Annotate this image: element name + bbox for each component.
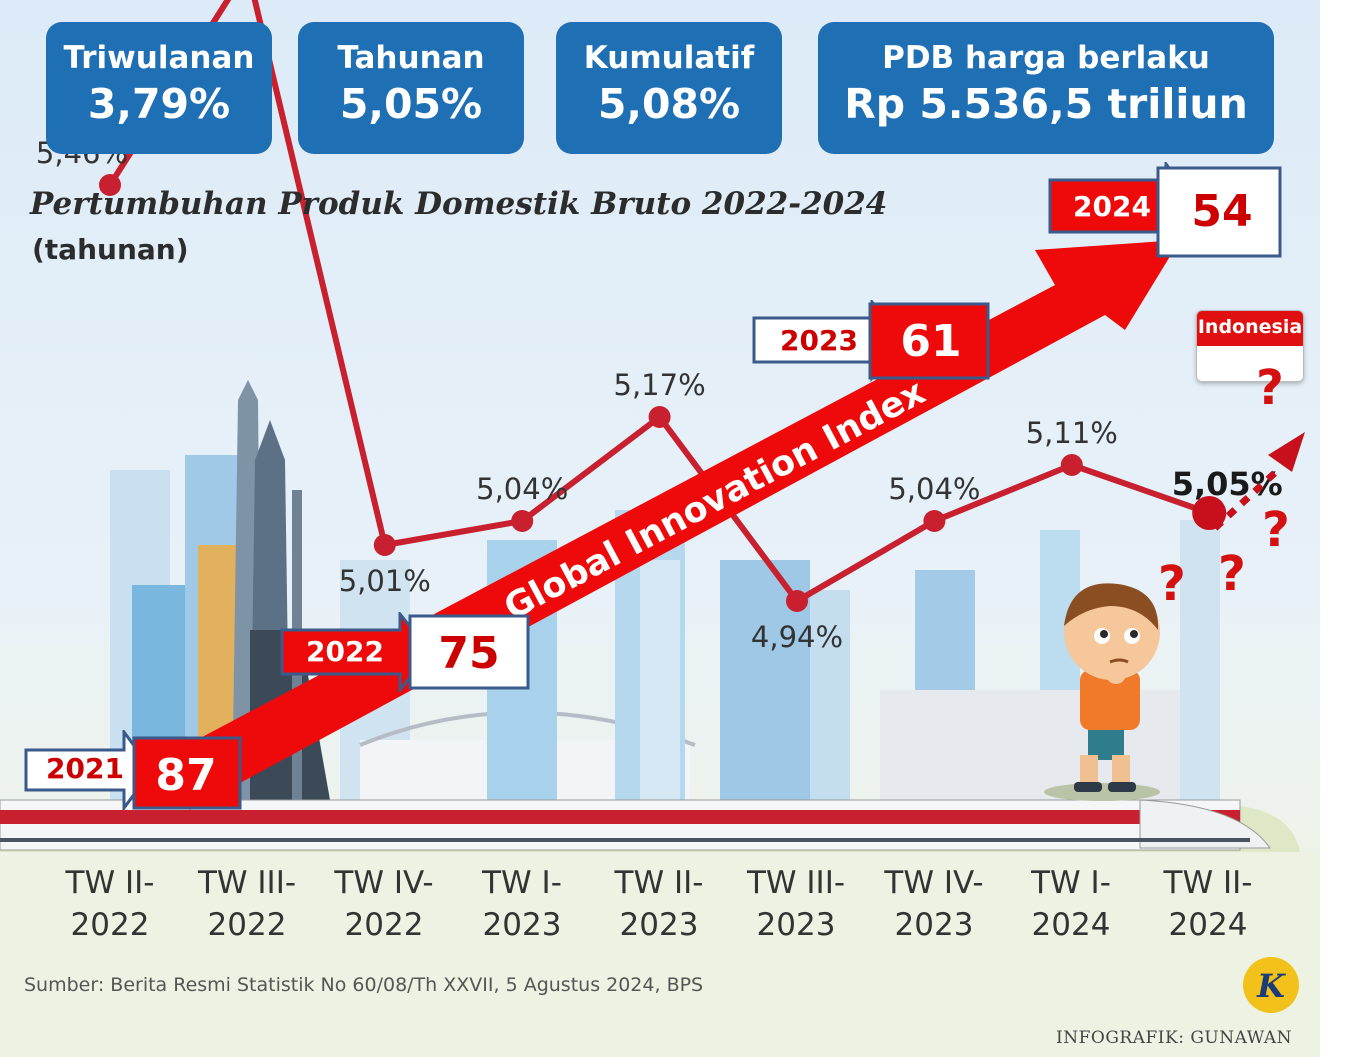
stat-box-cumulative: Kumulatif 5,08% xyxy=(556,22,782,154)
data-label: 5,05% xyxy=(1172,465,1283,503)
data-point xyxy=(1060,454,1083,476)
dotted-trend-arrow xyxy=(1212,432,1305,531)
data-label: 5,01% xyxy=(339,564,431,598)
question-mark-icon: ? xyxy=(1218,546,1246,602)
question-mark-icon: ? xyxy=(1256,360,1284,416)
data-point xyxy=(923,510,946,532)
x-tick-label: TW IV- 2023 xyxy=(884,865,984,943)
stat-value: 5,08% xyxy=(597,80,741,128)
question-mark-icon: ? xyxy=(1262,502,1290,558)
x-tick-label: TW III- 2022 xyxy=(197,865,297,943)
logo-letter: K xyxy=(1256,967,1286,1005)
infographic: 5,46%5,73%5,01%5,04%5,17%4,94%5,04%5,11%… xyxy=(0,0,1320,1057)
data-label: 5,11% xyxy=(1026,416,1118,450)
stat-box-quarterly: Triwulanan 3,79% xyxy=(46,22,272,154)
data-label: 4,94% xyxy=(751,620,843,654)
stat-value: 3,79% xyxy=(87,80,231,128)
credit-line: INFOGRAFIK: GUNAWAN xyxy=(1056,1028,1292,1048)
thinking-child-illustration xyxy=(1044,583,1160,801)
gii-year: 2024 xyxy=(1073,190,1151,223)
stat-label: PDB harga berlaku xyxy=(882,40,1210,76)
gii-rank: 87 xyxy=(155,750,217,801)
x-tick-label: TW II- 2023 xyxy=(614,865,704,943)
x-tick-label: TW I- 2023 xyxy=(482,865,562,943)
data-point xyxy=(648,406,671,428)
kompas-logo: K xyxy=(1242,956,1300,1014)
gii-rank: 61 xyxy=(900,316,962,367)
gii-year: 2021 xyxy=(46,752,124,785)
stat-value: Rp 5.536,5 triliun xyxy=(844,80,1248,128)
x-tick-label: TW II- 2022 xyxy=(65,865,155,943)
data-point xyxy=(373,534,396,556)
data-point xyxy=(511,510,534,532)
data-label: 5,04% xyxy=(476,472,568,506)
data-label: 5,17% xyxy=(614,368,706,402)
stat-box-annual: Tahunan 5,05% xyxy=(298,22,524,154)
x-tick-label: TW IV- 2022 xyxy=(334,865,434,943)
data-label: 5,04% xyxy=(888,472,980,506)
gii-rank: 54 xyxy=(1191,186,1253,237)
city-skyline-illustration xyxy=(0,380,1320,1057)
source-note: Sumber: Berita Resmi Statistik No 60/08/… xyxy=(24,974,704,996)
gdp-line-series: 5,46%5,73%5,01%5,04%5,17%4,94%5,04%5,11%… xyxy=(36,0,1283,654)
flag-label: Indonesia xyxy=(1197,311,1303,346)
x-tick-label: TW I- 2024 xyxy=(1031,865,1111,943)
gii-year: 2022 xyxy=(306,635,384,668)
chart-subtitle: (tahunan) xyxy=(32,233,189,266)
stat-label: Triwulanan xyxy=(63,40,255,76)
data-point xyxy=(786,590,808,612)
stat-label: Kumulatif xyxy=(583,40,755,76)
chart-title: Pertumbuhan Produk Domestik Bruto 2022-2… xyxy=(30,186,888,222)
indonesia-flag: Indonesia xyxy=(1196,310,1304,382)
gii-year: 2023 xyxy=(780,324,858,357)
x-tick-label: TW III- 2023 xyxy=(746,865,846,943)
x-tick-label: TW II- 2024 xyxy=(1163,865,1253,943)
question-mark-icon: ? xyxy=(1158,556,1186,612)
gii-rank: 75 xyxy=(438,628,500,679)
stat-value: 5,05% xyxy=(339,80,483,128)
stat-label: Tahunan xyxy=(337,40,485,76)
stat-box-gdp: PDB harga berlaku Rp 5.536,5 triliun xyxy=(818,22,1274,154)
data-point xyxy=(99,174,121,196)
